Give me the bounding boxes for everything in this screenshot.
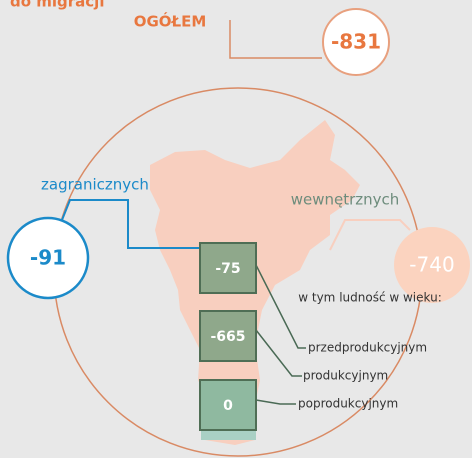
age-label: przedprodukcyjnym [308, 341, 427, 355]
age-value: -75 [215, 261, 240, 277]
connector [329, 219, 411, 251]
age-label: produkcyjnym [303, 369, 388, 383]
age-value: -665 [210, 329, 245, 345]
total-circle [322, 8, 390, 76]
title: do migracji [10, 0, 104, 11]
age-label: poprodukcyjnym [298, 397, 398, 411]
domestic-label: wewnętrznych [291, 191, 400, 209]
foreign-circle [6, 216, 90, 300]
connector [255, 264, 306, 349]
total-value: -831 [331, 30, 381, 54]
age-box [199, 242, 257, 294]
age-box [199, 379, 257, 431]
total-label: OGÓŁEM [134, 12, 207, 31]
age-value: 0 [223, 398, 233, 414]
foreign-label: zagranicznych [41, 176, 149, 194]
connector [255, 329, 302, 377]
age-box [199, 310, 257, 362]
connector [229, 20, 322, 59]
domestic-circle [394, 227, 470, 303]
connector [61, 199, 200, 249]
age-heading: w tym ludność w wieku: [298, 291, 442, 305]
domestic-value: -740 [409, 253, 454, 277]
connector [255, 399, 296, 405]
foreign-value: -91 [30, 246, 66, 270]
